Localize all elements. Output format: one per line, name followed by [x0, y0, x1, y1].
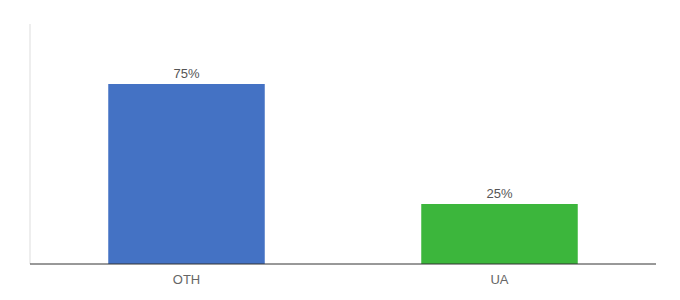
- y-axis-line: [30, 24, 31, 264]
- data-label: 75%: [173, 66, 199, 81]
- chart-container: OTH UA 75% 25%: [0, 0, 680, 300]
- bar: [421, 204, 578, 264]
- x-axis-line: [30, 264, 656, 265]
- chart-svg: OTH UA 75% 25%: [0, 0, 680, 300]
- x-tick-label: UA: [490, 272, 508, 287]
- bar: [108, 84, 265, 264]
- data-label: 25%: [486, 186, 512, 201]
- x-tick-label: OTH: [173, 272, 200, 287]
- bars: [108, 84, 578, 264]
